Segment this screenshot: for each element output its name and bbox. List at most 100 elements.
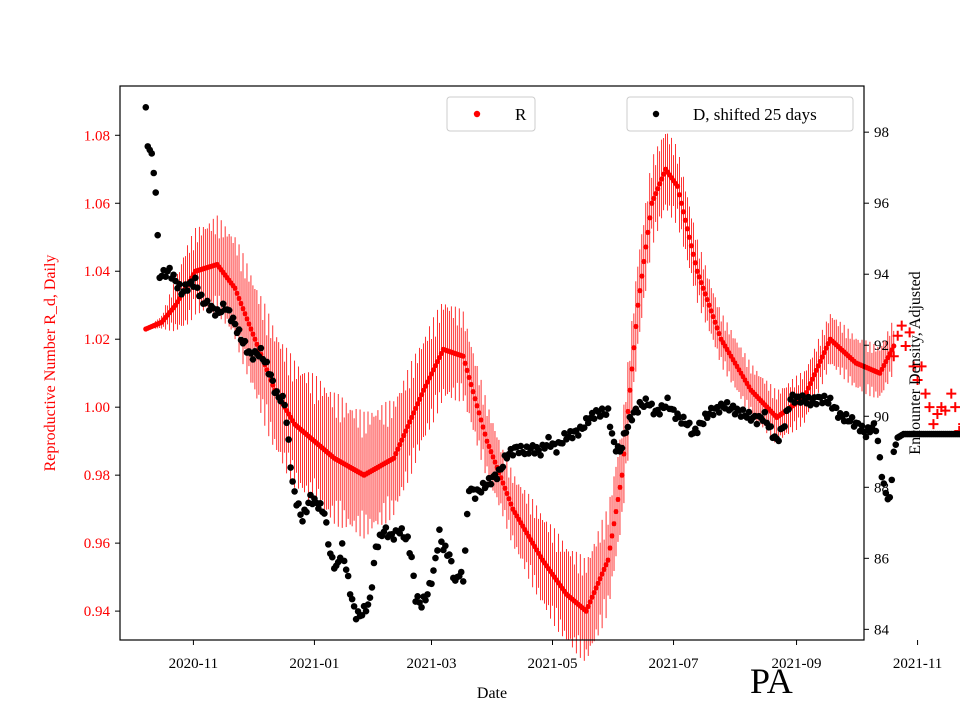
d-point-312 bbox=[761, 408, 769, 416]
d-point-203 bbox=[545, 433, 552, 441]
r-point-257 bbox=[653, 190, 659, 197]
d-point-301 bbox=[739, 406, 747, 414]
left-tick-label-6: 1.06 bbox=[84, 196, 111, 212]
r-projected-point-13 bbox=[940, 405, 951, 416]
d-point-369 bbox=[874, 437, 882, 445]
d-point-180 bbox=[499, 463, 507, 471]
r-point-175 bbox=[490, 454, 496, 460]
left-tick-label-1: 0.96 bbox=[84, 536, 111, 552]
r-point-169 bbox=[478, 417, 484, 423]
right-tick-label-6: 96 bbox=[874, 196, 890, 212]
r-projected-point-4 bbox=[904, 327, 915, 338]
r-point-184 bbox=[508, 501, 514, 507]
x-tick-label-3: 2021-05 bbox=[528, 656, 578, 672]
r-point-161 bbox=[462, 360, 468, 366]
d-point-236 bbox=[610, 438, 618, 446]
r-point-135 bbox=[411, 410, 417, 416]
d-point-117 bbox=[374, 543, 382, 551]
r-point-56 bbox=[254, 341, 260, 347]
d-point-252 bbox=[642, 395, 650, 402]
d-point-248 bbox=[634, 409, 642, 416]
r-point-136 bbox=[413, 405, 419, 411]
left-y-axis: 0.94 0.96 0.98 1.00 1.02 1.04 1.06 1.08 bbox=[84, 128, 120, 620]
d-point-69 bbox=[279, 392, 286, 400]
d-point-245 bbox=[628, 416, 636, 424]
d-point-79 bbox=[299, 518, 306, 525]
d-point-113 bbox=[366, 594, 374, 602]
d-point-345 bbox=[826, 394, 834, 402]
r-point-127 bbox=[395, 446, 401, 452]
r-point-181 bbox=[502, 485, 508, 491]
d-point-271 bbox=[680, 413, 687, 421]
r-point-376 bbox=[889, 347, 895, 353]
r-point-276 bbox=[690, 251, 696, 257]
r-point-286 bbox=[710, 313, 716, 320]
r-point-246 bbox=[631, 345, 637, 351]
r-point-172 bbox=[484, 438, 490, 444]
d-point-26 bbox=[194, 284, 201, 292]
d-point-377 bbox=[890, 448, 898, 456]
d-point-25 bbox=[192, 274, 199, 282]
r-point-143 bbox=[426, 375, 433, 381]
r-point-128 bbox=[397, 441, 403, 448]
d-point-45 bbox=[231, 320, 239, 328]
r-point-182 bbox=[504, 490, 510, 497]
d-point-221 bbox=[580, 424, 588, 431]
d-point-327 bbox=[791, 399, 798, 406]
r-point-337 bbox=[811, 372, 818, 378]
d-point-101 bbox=[342, 566, 350, 574]
r-point-344 bbox=[825, 341, 831, 347]
d-point-105 bbox=[350, 603, 358, 610]
d-point-102 bbox=[344, 572, 352, 580]
r-point-165 bbox=[470, 389, 476, 395]
d-point-100 bbox=[340, 557, 348, 565]
legend-d-marker bbox=[652, 110, 660, 118]
r-point-375 bbox=[887, 351, 893, 357]
x-tick-label-0: 2020-11 bbox=[169, 656, 218, 672]
d-point-370 bbox=[876, 454, 884, 461]
r-point-130 bbox=[401, 432, 407, 439]
r-point-243 bbox=[625, 408, 631, 415]
r-point-249 bbox=[637, 288, 643, 294]
d-point-308 bbox=[753, 420, 761, 428]
r-point-132 bbox=[405, 423, 411, 430]
r-point-173 bbox=[486, 443, 492, 450]
left-tick-label-0: 0.94 bbox=[84, 604, 111, 620]
d-point-198 bbox=[535, 447, 542, 454]
x-axis: 2020-11 2021-01 2021-03 2021-05 2021-07 2021-… bbox=[169, 640, 942, 672]
d-point-153 bbox=[446, 551, 453, 558]
d-point-177 bbox=[493, 475, 501, 483]
r-point-223 bbox=[585, 603, 591, 610]
r-point-225 bbox=[589, 594, 595, 600]
r-point-250 bbox=[639, 273, 645, 279]
d-point-342 bbox=[821, 392, 828, 400]
d-point-169 bbox=[477, 488, 485, 496]
legend-d: D, shifted 25 days bbox=[626, 96, 854, 132]
left-tick-label-4: 1.02 bbox=[84, 332, 110, 348]
r-projected-point-11 bbox=[932, 408, 943, 419]
d-point-58 bbox=[257, 344, 265, 352]
d-point-99 bbox=[338, 540, 346, 547]
r-point-228 bbox=[595, 580, 601, 586]
d-point-263 bbox=[664, 394, 671, 402]
legend-d-label: D, shifted 25 days bbox=[693, 105, 817, 124]
d-point-145 bbox=[430, 567, 437, 574]
d-point-353 bbox=[842, 410, 850, 418]
r-point-275 bbox=[688, 243, 694, 249]
d-point-371 bbox=[878, 473, 886, 481]
r-point-141 bbox=[422, 383, 429, 389]
d-point-274 bbox=[686, 419, 693, 427]
right-tick-label-2: 88 bbox=[874, 480, 889, 496]
d-point-218 bbox=[575, 432, 582, 439]
d-point-144 bbox=[428, 580, 435, 588]
d-point-372 bbox=[880, 480, 888, 487]
r-point-52 bbox=[246, 321, 252, 327]
series-r bbox=[143, 133, 897, 661]
r-point-279 bbox=[696, 274, 702, 280]
legend-r-box bbox=[446, 96, 536, 132]
d-point-88 bbox=[317, 499, 324, 507]
d-point-293 bbox=[723, 398, 731, 406]
d-point-42 bbox=[225, 306, 233, 314]
r-point-238 bbox=[615, 496, 621, 503]
